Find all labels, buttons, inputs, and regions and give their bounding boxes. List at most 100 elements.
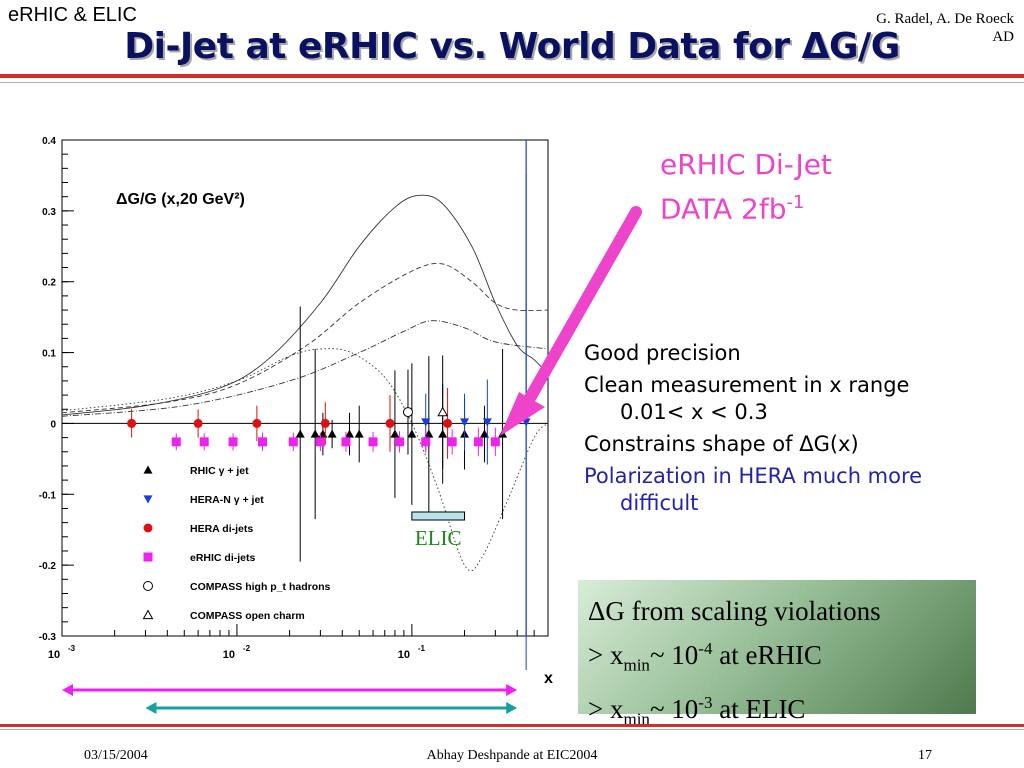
data-point (490, 437, 500, 447)
bottom-divider-shadow (0, 729, 1024, 730)
data-point (421, 437, 431, 447)
box-line-2-suffix: at eRHIC (712, 640, 822, 670)
box-line-3-mid: ~ 10 (649, 694, 699, 725)
header-authors: G. Radel, A. De Roeck AD (794, 10, 1014, 46)
data-point (295, 429, 305, 438)
range-arrows (62, 684, 518, 714)
data-point (421, 418, 431, 427)
range-arrow-head-right (506, 702, 518, 714)
data-point (354, 429, 364, 438)
elic-marker: ELIC (411, 511, 466, 550)
x-tick-exponent: -2 (243, 644, 251, 653)
x-tick-exponent: -3 (68, 644, 76, 653)
chart-curves (61, 194, 549, 572)
data-point (482, 418, 492, 427)
elic-range-box (411, 511, 466, 521)
data-point (402, 407, 413, 418)
data-point (252, 418, 262, 428)
theory-curve-dashdot (61, 320, 549, 417)
data-point (443, 418, 453, 428)
y-tick-label: 0.4 (42, 136, 56, 147)
bullet-list: Good precision Clean measurement in x ra… (584, 340, 934, 522)
legend-label: HERA-N γ + jet (190, 494, 264, 506)
theory-curve-solid (61, 194, 549, 416)
data-point (447, 437, 457, 447)
bullet-item: Polarization in HERA much more difficult (584, 464, 923, 515)
y-tick-label: -0.2 (39, 561, 57, 572)
annotation-line-2-sup: -1 (786, 192, 805, 213)
data-point (288, 437, 298, 447)
bullet-item: Constrains shape of ΔG(x) (584, 432, 859, 456)
bottom-divider (0, 724, 1024, 727)
y-tick-label: 0 (50, 419, 56, 430)
data-point (395, 437, 405, 447)
footer-presenter: Abhay Deshpande at EIC2004 (426, 748, 598, 763)
data-point (498, 429, 508, 438)
box-line-3-prefix: > x (588, 694, 624, 725)
data-point (460, 418, 470, 427)
box-line-3-suffix: at ELIC (712, 694, 806, 725)
bullet-item: Clean measurement in x range 0.01< x < 0… (584, 373, 910, 424)
box-line-2-mid: ~ 10 (649, 640, 699, 670)
legend-marker (143, 465, 153, 474)
y-tick-label: 0.3 (42, 207, 56, 218)
delta-g-chart: 0.4 0.3 0.2 0.1 0 -0.1 -0.2 -0.3 10 -3 10 -2 10 -1 RH… (39, 136, 553, 714)
annotation-line-1: eRHIC Di-Jet (660, 148, 832, 181)
erhic-annotation: eRHIC Di-Jet DATA 2fb-1 (660, 146, 832, 228)
legend-label: COMPASS open charm (190, 610, 305, 622)
legend-label: HERA di-jets (190, 523, 253, 535)
data-point (199, 437, 209, 447)
authors-line-1: G. Radel, A. De Roeck (876, 11, 1014, 27)
legend-marker (143, 495, 153, 504)
top-divider-shadow (0, 82, 1024, 83)
footer-date: 03/15/2004 (84, 748, 148, 763)
y-tick-label: 0.2 (42, 278, 56, 289)
top-divider (0, 74, 1024, 78)
box-line-2-sup: -4 (698, 639, 713, 658)
x-tick-label: 10 (48, 649, 60, 661)
data-point (171, 437, 181, 447)
scaling-violations-box: ΔG from scaling violations > xmin~ 10-4 … (578, 580, 976, 729)
slide-title: Di-Jet at eRHIC vs. World Data for ΔG/G (124, 26, 900, 67)
range-arrow-head-left (62, 684, 73, 696)
data-point (424, 429, 434, 438)
data-point (127, 418, 137, 428)
data-point (437, 406, 449, 417)
data-point (327, 429, 337, 438)
elic-label: ELIC (415, 526, 462, 550)
footer-page-number: 17 (918, 748, 932, 763)
legend-marker (143, 581, 153, 591)
data-point (521, 418, 531, 427)
data-point (320, 418, 330, 428)
bullet-item: Good precision (584, 341, 741, 365)
data-point (344, 429, 354, 438)
chart-legend: RHIC γ + jet HERA-N γ + jet HERA di-jets eR… (142, 465, 331, 622)
x-tick-label: 10 (398, 649, 410, 661)
data-point (228, 437, 238, 447)
x-tick-label: 10 (223, 649, 235, 661)
legend-marker (143, 523, 153, 533)
data-point (407, 429, 417, 438)
legend-label: RHIC γ + jet (190, 465, 249, 477)
header-left-label: eRHIC & ELIC (8, 4, 137, 26)
x-axis-label: x (544, 670, 553, 687)
data-point (315, 437, 325, 447)
y-tick-label: -0.3 (39, 632, 57, 643)
range-arrow-head-left (145, 702, 157, 714)
data-point (318, 429, 328, 438)
data-point (368, 437, 378, 447)
authors-line-2: AD (992, 29, 1014, 45)
data-point (385, 418, 395, 428)
box-line-3-sup: -3 (698, 693, 713, 713)
box-line-2-prefix: > x (588, 640, 624, 670)
data-point (479, 429, 489, 438)
legend-label: eRHIC di-jets (190, 552, 256, 564)
annotation-line-2-text: DATA 2fb (660, 192, 787, 226)
box-line-2-sub: min (623, 655, 650, 675)
theory-curve-dotted (61, 348, 549, 572)
theory-curve-dashed (61, 262, 549, 414)
box-line-2: > xmin~ 10-4 at eRHIC (588, 630, 976, 684)
plot-frame (61, 139, 549, 637)
data-point (473, 437, 483, 447)
legend-label: COMPASS high p_t hadrons (190, 581, 331, 593)
